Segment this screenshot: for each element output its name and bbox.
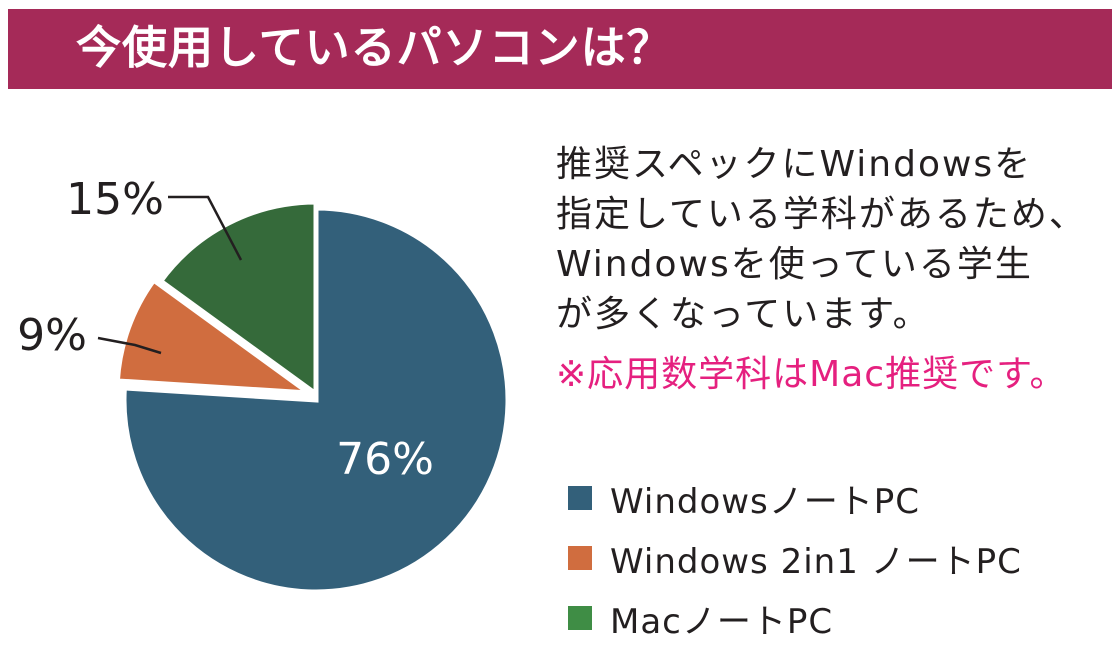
pie-slice: [114, 276, 318, 397]
legend-swatch: [568, 486, 592, 510]
legend-item: WindowsノートPC: [568, 468, 1022, 528]
chart-legend: WindowsノートPC Windows 2in1 ノートPC MacノートPC: [568, 468, 1022, 648]
legend-swatch: [568, 606, 592, 630]
description-line: が多くなっています。: [556, 294, 931, 335]
leader-line: [97, 336, 162, 355]
legend-item: MacノートPC: [568, 588, 1022, 648]
pie-slice: [157, 199, 319, 399]
description-line: 指定している学科があるため、: [556, 194, 1087, 235]
legend-item: Windows 2in1 ノートPC: [568, 528, 1022, 588]
page-title: 今使用しているパソコンは？: [76, 21, 673, 74]
note-text: ※応用数学科はMac推奨です。: [556, 354, 1067, 395]
legend-label: Windows 2in1 ノートPC: [610, 541, 1022, 582]
description-line: 推奨スペックにWindowsを: [556, 144, 1033, 185]
data-label: 9%: [17, 310, 87, 361]
pie-slice: [121, 205, 511, 595]
leader-line: [168, 195, 243, 261]
description-line: Windowsを使っている学生: [556, 244, 1033, 285]
legend-swatch: [568, 546, 592, 570]
header-bar: 今使用しているパソコンは？: [8, 9, 1112, 89]
legend-label: WindowsノートPC: [610, 481, 921, 522]
data-label: 15%: [66, 174, 164, 225]
description-text: 推奨スペックにWindowsを 指定している学科があるため、 Windowsを使…: [556, 140, 1112, 340]
legend-label: MacノートPC: [610, 601, 834, 642]
data-label: 76%: [336, 434, 434, 485]
